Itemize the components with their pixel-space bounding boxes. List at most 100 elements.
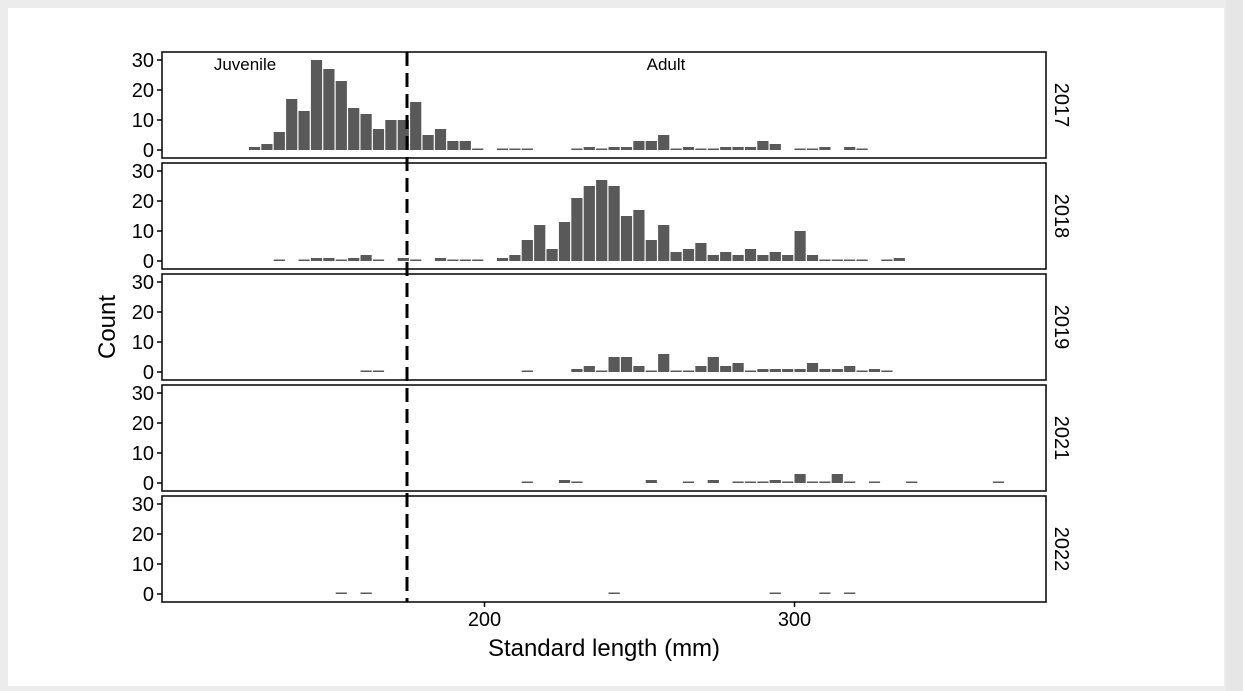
bar [844,259,856,261]
bar [372,370,385,372]
bar [707,255,719,261]
bar [720,252,732,261]
bar [558,480,571,483]
bar [670,370,682,372]
bar [596,148,608,150]
bar [658,225,670,261]
y-tick-label: 30 [132,494,154,516]
y-tick-label: 20 [132,524,154,546]
bar [583,147,595,150]
bar [372,129,385,150]
bar [558,222,571,261]
bar [248,147,261,150]
bar [695,148,707,150]
bar [732,481,744,483]
bar [893,258,905,261]
y-axis-title: Count [94,295,121,359]
bar [844,366,856,372]
bar [645,480,657,483]
bar [372,259,385,261]
bar [769,252,781,261]
y-tick-label: 0 [143,140,154,162]
bar [620,147,633,150]
panel-year-label: 2017 [1050,83,1072,128]
bar [769,592,781,594]
bar [732,147,744,150]
bar [881,370,893,372]
scrollbar-track[interactable] [1226,0,1243,691]
bar [658,135,670,150]
y-tick-label: 20 [132,191,154,213]
bar [794,474,806,483]
bar [881,259,893,261]
bar [868,481,881,483]
bar [645,240,657,261]
bar [509,255,521,261]
bar [744,249,757,261]
bar [831,474,843,483]
bar [273,132,285,150]
y-tick-label: 0 [143,473,154,495]
bar [608,186,620,261]
y-tick-label: 30 [132,272,154,294]
y-tick-label: 10 [132,554,154,576]
panel-year-label: 2018 [1050,194,1072,239]
bar [819,147,831,150]
bar [819,369,831,372]
bar [695,243,707,261]
bar [806,481,819,483]
y-tick-label: 20 [132,80,154,102]
x-axis: 200 300 [468,602,811,631]
bar [670,252,682,261]
y-tick-label: 0 [143,251,154,273]
bar [335,592,347,594]
bar [459,259,471,261]
bar [496,148,509,150]
y-tick-label: 20 [132,302,154,324]
bar [831,259,843,261]
bar [856,259,868,261]
bar [323,258,335,261]
bar [819,481,831,483]
bar [298,111,310,150]
bar [261,144,273,150]
bar [335,259,347,261]
panel-year-label: 2021 [1050,416,1072,461]
bar [844,147,856,150]
bar [472,259,484,261]
y-tick-label: 10 [132,443,154,465]
bar [819,592,831,594]
panel-frame [161,495,1047,603]
bar [794,231,806,261]
juvenile-label: Juvenile [214,55,276,74]
bar [782,255,794,261]
bar [794,148,806,150]
bar [695,366,707,372]
bar [434,129,447,150]
bar [744,147,757,150]
bar [620,357,633,372]
bar [397,258,409,261]
bar [782,481,794,483]
bar [509,148,521,150]
bar [546,249,558,261]
y-tick-label: 0 [143,584,154,606]
bar [720,147,732,150]
bar [571,369,583,372]
y-tick-label: 10 [132,332,154,354]
panel-frame [161,162,1047,270]
y-tick-label: 30 [132,50,154,72]
bar [744,370,757,372]
panel-frame [161,273,1047,381]
bar [608,357,620,372]
bar [571,148,583,150]
bar [434,258,447,261]
bar [732,363,744,372]
bar [521,370,533,372]
bar [360,592,372,594]
bar [273,259,285,261]
bar [670,148,682,150]
bar [682,147,695,150]
panels-layer: 0 10 20 30 2017 0 10 20 30 2018 0 10 20 30 2019 0 10 20 30… [132,50,1072,606]
